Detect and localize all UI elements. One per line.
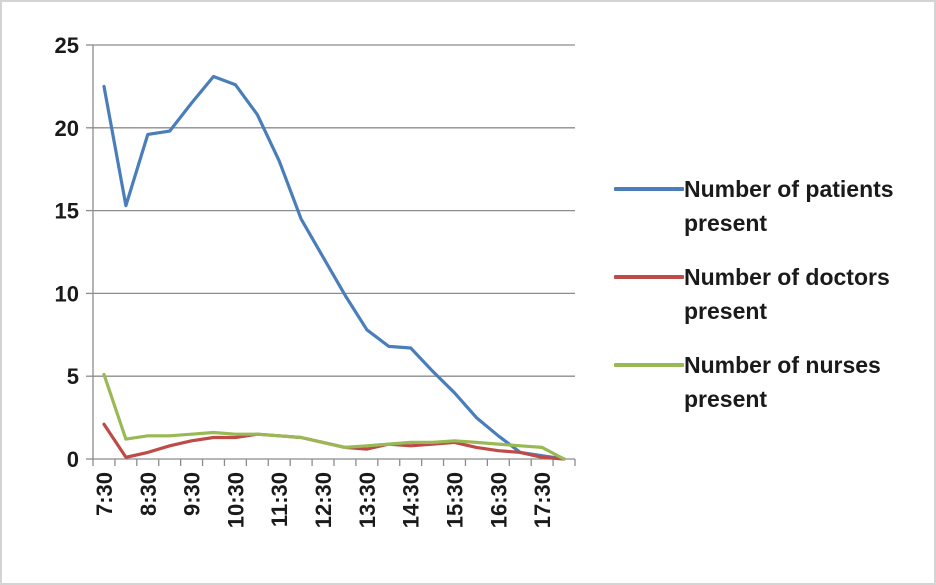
x-tick-label: 15:30 [443,472,468,528]
x-tick-label: 17:30 [530,472,555,528]
series-line-patients [102,74,566,461]
y-tick-label: 10 [55,281,79,306]
x-tick-label: 12:30 [311,472,336,528]
y-tick-label: 20 [55,116,79,141]
axes [86,44,576,466]
x-tick-label: 10:30 [223,472,248,528]
series-line-nurses [102,372,566,461]
y-tick-label: 0 [67,447,79,472]
legend-swatch-nurses [614,363,684,367]
x-tick-label: 14:30 [399,472,424,528]
y-tick-labels: 0 5 10 15 20 25 [55,33,79,472]
x-tick-labels: 7:30 8:30 9:30 10:30 11:30 12:30 13:30 14:30 15:… [92,472,555,528]
x-tick-label: 8:30 [136,472,161,516]
y-tick-label: 15 [55,199,79,224]
x-tick-label: 9:30 [180,472,205,516]
y-tick-label: 25 [55,33,79,58]
x-tick-label: 13:30 [355,472,380,528]
x-tick-label: 16:30 [486,472,511,528]
legend-label-doctors: Number of doctors present [684,264,890,324]
legend-label-nurses: Number of nurses present [684,352,881,412]
legend-swatch-patients [614,187,684,191]
legend-swatch-doctors [614,275,684,279]
legend-item-nurses: Number of nurses present [614,348,914,416]
grid-lines [93,44,575,377]
x-tick-label: 7:30 [92,472,117,516]
legend-label-patients: Number of patients present [684,176,894,236]
legend-item-doctors: Number of doctors present [614,260,914,328]
series-line-doctors [102,422,566,461]
x-tick-label: 11:30 [267,472,292,527]
legend-item-patients: Number of patients present [614,172,914,240]
series-lines [102,74,566,461]
legend: Number of patients present Number of doc… [614,172,914,416]
y-tick-label: 5 [67,364,79,389]
